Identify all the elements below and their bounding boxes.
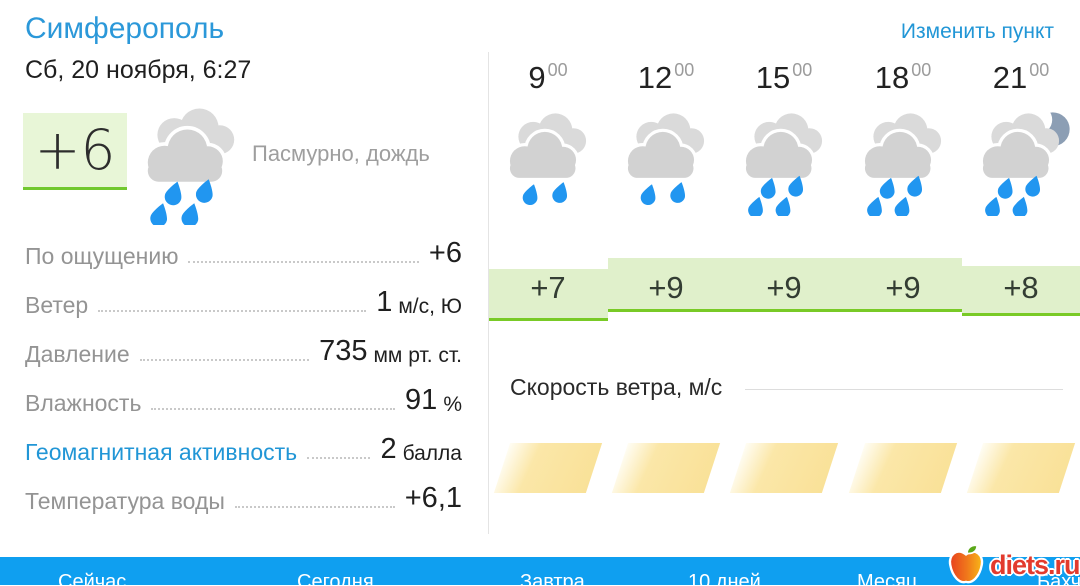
wind-speed-bar bbox=[611, 443, 721, 493]
overcast-rain-icon bbox=[495, 106, 601, 216]
detail-row-pressure: Давление 735 мм рт. ст. bbox=[25, 322, 462, 371]
change-location-link[interactable]: Изменить пункт bbox=[900, 20, 1054, 43]
wind-section-title: Скорость ветра, м/с bbox=[510, 374, 723, 400]
dotted-leader bbox=[98, 310, 367, 312]
panel-divider bbox=[488, 52, 489, 534]
condition-label: Пасмурно, дождь bbox=[252, 141, 430, 166]
detail-value: +6 bbox=[428, 237, 462, 269]
hour-temperature: +7 bbox=[530, 270, 566, 305]
detail-value: 1 bbox=[376, 286, 393, 318]
bottom-nav-bar: Сейчас Сегодня Завтра 10 дней Месяц Бахч… bbox=[0, 557, 1080, 585]
nav-item[interactable]: Сегодня bbox=[297, 571, 374, 585]
detail-value: +6,1 bbox=[404, 482, 462, 514]
nav-item[interactable]: 10 дней bbox=[688, 571, 761, 585]
weather-details-list: По ощущению +6 Ветер 1 м/с, Ю Давление 7… bbox=[25, 224, 462, 518]
detail-value: 91 bbox=[405, 384, 438, 416]
current-temperature-value: +6 bbox=[34, 118, 116, 182]
hour-label: 18 00 bbox=[874, 59, 932, 95]
current-temperature-badge: +6 bbox=[23, 113, 127, 190]
hour-temperature: +9 bbox=[766, 270, 802, 305]
wind-speed-bar bbox=[493, 443, 603, 493]
apple-icon bbox=[948, 544, 984, 584]
detail-unit: мм рт. ст. bbox=[373, 344, 462, 367]
nav-item[interactable]: Месяц bbox=[857, 571, 918, 585]
overcast-rain-icon bbox=[613, 106, 719, 216]
dotted-leader bbox=[139, 359, 310, 361]
diets-ru-logo[interactable]: diets.ru bbox=[944, 544, 1080, 585]
watermark-text: diets.ru bbox=[990, 550, 1080, 580]
detail-row-water-temperature: Температура воды +6,1 bbox=[25, 469, 462, 518]
date-time-label: Сб, 20 ноября, 6:27 bbox=[25, 56, 252, 84]
overcast-rain-night-icon bbox=[968, 106, 1070, 216]
temperature-ribbon-segment bbox=[489, 269, 608, 321]
dotted-leader bbox=[307, 457, 371, 459]
temperature-ribbon-segment bbox=[962, 266, 1080, 316]
wind-speed-bar bbox=[848, 443, 958, 493]
dotted-leader bbox=[188, 261, 419, 263]
detail-row-feels-like: По ощущению +6 bbox=[25, 224, 462, 273]
detail-row-wind: Ветер 1 м/с, Ю bbox=[25, 273, 462, 322]
overcast-rain-icon bbox=[131, 100, 251, 225]
wind-section-rule bbox=[745, 389, 1063, 390]
nav-item[interactable]: Сейчас bbox=[58, 571, 127, 585]
detail-label: Давление bbox=[25, 341, 130, 367]
detail-value: 735 bbox=[319, 335, 368, 367]
hour-label: 12 00 bbox=[637, 59, 695, 95]
hour-label: 21 00 bbox=[992, 59, 1050, 95]
detail-row-geomagnetic: Геомагнитная активность 2 балла bbox=[25, 420, 462, 469]
hour-temperature: +9 bbox=[648, 270, 684, 305]
geomagnetic-activity-link[interactable]: Геомагнитная активность bbox=[25, 439, 298, 465]
detail-label: Влажность bbox=[25, 390, 142, 416]
hour-temperature: +8 bbox=[1003, 270, 1039, 305]
hour-label: 15 00 bbox=[755, 59, 813, 95]
wind-speed-bar bbox=[966, 443, 1076, 493]
detail-label: Ветер bbox=[25, 292, 89, 318]
overcast-rain-icon bbox=[731, 106, 837, 216]
detail-unit: м/с, Ю bbox=[398, 295, 462, 318]
detail-unit: % bbox=[443, 393, 462, 416]
wind-speed-bar bbox=[729, 443, 839, 493]
detail-row-humidity: Влажность 91 % bbox=[25, 371, 462, 420]
dotted-leader bbox=[151, 408, 396, 410]
hour-label: 9 00 bbox=[528, 59, 568, 95]
detail-unit: балла bbox=[402, 442, 462, 465]
temperature-ribbon-segment bbox=[608, 258, 962, 312]
detail-label: Температура воды bbox=[25, 488, 225, 514]
detail-value: 2 bbox=[380, 433, 397, 465]
page-title: Симферополь bbox=[25, 12, 225, 45]
nav-item[interactable]: Завтра bbox=[520, 571, 585, 585]
forecast-column[interactable]: 900 +7 8 bbox=[489, 0, 607, 557]
overcast-rain-icon bbox=[850, 106, 956, 216]
dotted-leader bbox=[234, 506, 395, 508]
detail-label: По ощущению bbox=[25, 243, 179, 269]
hour-temperature: +9 bbox=[885, 270, 921, 305]
nav-item[interactable]: Бахчисарай bbox=[1037, 571, 1080, 585]
